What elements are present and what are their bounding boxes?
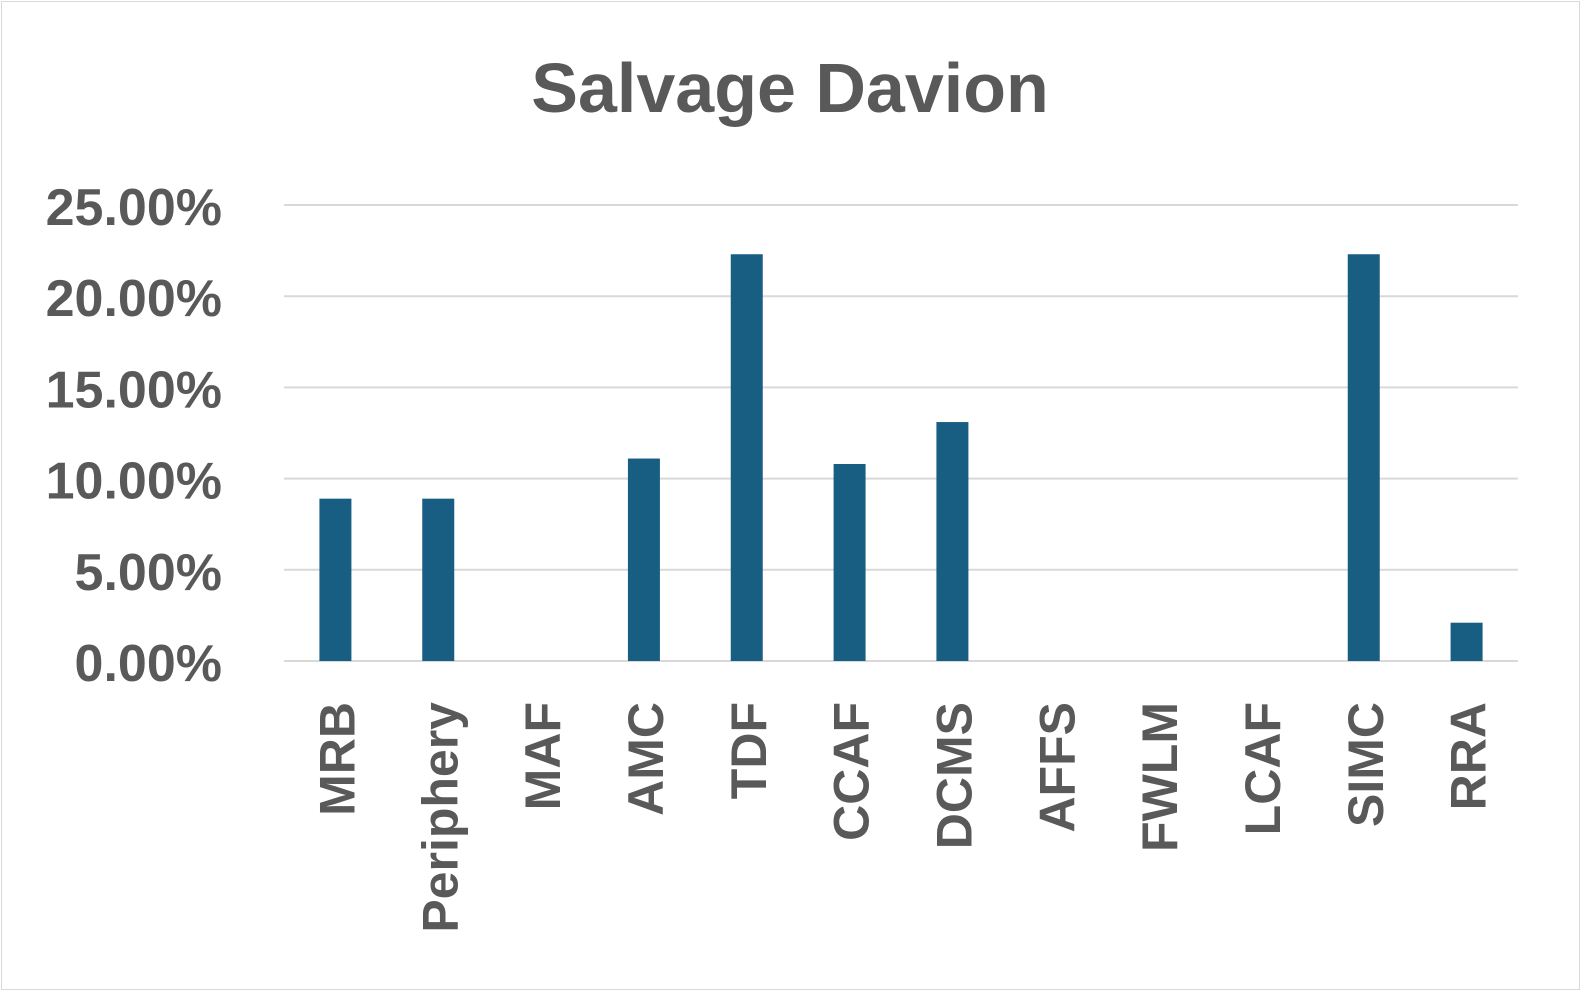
x-tick-label: FWLM (1132, 702, 1188, 852)
x-tick-label: Periphery (412, 702, 468, 933)
gridlines (284, 204, 1518, 662)
bar-dcms (936, 422, 969, 661)
y-tick-label: 25.00% (46, 179, 222, 237)
x-tick-label: RRA (1441, 702, 1497, 810)
x-tick-label: SIMC (1338, 702, 1394, 827)
x-tick-label: AMC (618, 702, 674, 816)
y-tick-label: 15.00% (46, 361, 222, 419)
x-axis-ticks: MRB Periphery MAF AMC TDF CCAF DCMS AFFS FWLM LCA… (309, 702, 1496, 933)
bar-ccaf (833, 464, 866, 661)
bar-mrb (319, 498, 352, 661)
x-tick-label: MAF (515, 702, 571, 810)
bar-periphery (422, 498, 455, 661)
y-tick-label: 0.00% (75, 635, 222, 693)
bar-amc (627, 458, 660, 661)
y-tick-label: 20.00% (46, 270, 222, 328)
bar-tdf (730, 254, 763, 662)
y-tick-label: 10.00% (46, 453, 222, 511)
x-tick-label: CCAF (824, 702, 880, 841)
x-tick-label: TDF (721, 702, 777, 799)
x-tick-label: DCMS (926, 702, 982, 849)
x-tick-label: AFFS (1029, 702, 1085, 833)
x-tick-label: MRB (309, 702, 365, 816)
x-tick-label: LCAF (1235, 702, 1291, 835)
bar-rra (1450, 622, 1483, 661)
y-tick-label: 5.00% (75, 544, 222, 602)
bar-simc (1347, 254, 1380, 662)
bars (319, 254, 1483, 662)
chart-title: Salvage Davion (531, 49, 1048, 127)
y-axis-ticks: 0.00% 5.00% 10.00% 15.00% 20.00% 25.00% (46, 179, 222, 693)
